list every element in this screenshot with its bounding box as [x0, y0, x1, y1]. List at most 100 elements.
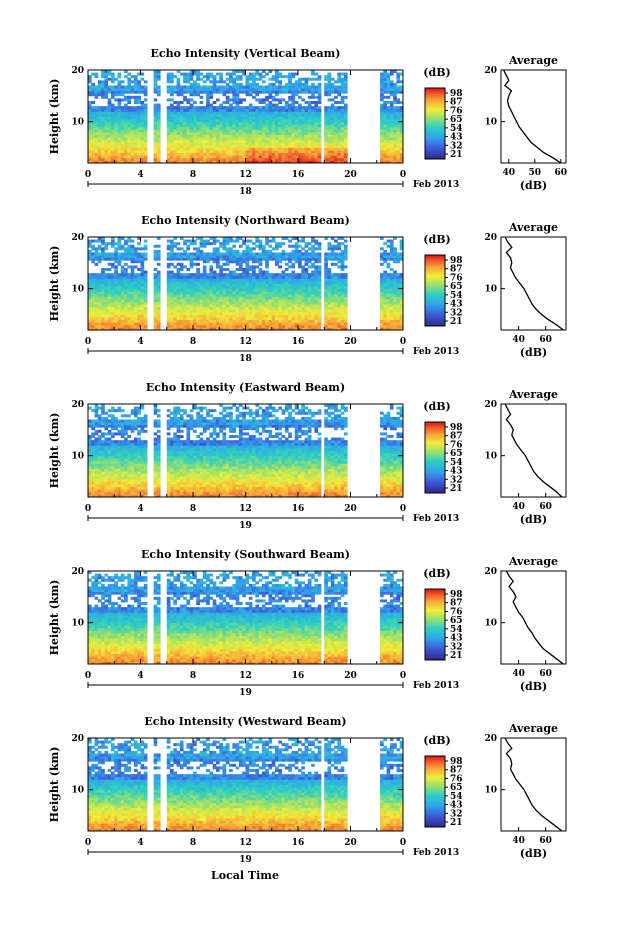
heatmap-cell	[170, 247, 174, 251]
heatmap-cell	[380, 93, 384, 97]
heatmap-cell	[170, 244, 174, 248]
heatmap-cell	[317, 270, 322, 274]
heatmap-cell	[88, 113, 92, 117]
heatmap-cell	[242, 111, 246, 115]
heatmap-cell	[183, 90, 187, 94]
heatmap-cell	[170, 286, 174, 290]
heatmap-cell	[255, 85, 260, 89]
heatmap-cell	[219, 324, 223, 328]
heatmap-cell	[324, 291, 328, 295]
heatmap-cell	[301, 111, 305, 115]
heatmap-cell	[206, 288, 210, 292]
heatmap-cell	[235, 273, 240, 277]
heatmap-cell	[101, 129, 105, 133]
heatmap-cell	[298, 77, 302, 81]
heatmap-cell	[176, 77, 181, 81]
heatmap-cell	[294, 88, 299, 92]
heatmap-cell	[317, 324, 322, 328]
heatmap-cell	[248, 82, 253, 86]
heatmap-cell	[268, 142, 273, 146]
heatmap-cell	[101, 132, 105, 135]
heatmap-cell	[104, 132, 109, 135]
heatmap-cell	[110, 126, 115, 130]
heatmap-cell	[127, 324, 132, 328]
heatmap-cell	[206, 85, 210, 89]
heatmap-cell	[222, 93, 227, 97]
heatmap-cell	[343, 280, 348, 284]
heatmap-cell	[330, 309, 335, 313]
heatmap-cell	[199, 111, 204, 115]
heatmap-cell	[215, 317, 220, 321]
heatmap-cell	[212, 116, 217, 120]
heatmap-cell	[189, 301, 194, 305]
heatmap-cell	[281, 273, 286, 277]
heatmap-cell	[311, 139, 315, 143]
heatmap-cell	[137, 255, 141, 259]
heatmap-cell	[94, 278, 99, 282]
heatmap-cell	[252, 155, 256, 159]
heatmap-cell	[248, 137, 253, 141]
heatmap-cell	[337, 311, 342, 315]
heatmap-cell	[311, 280, 315, 284]
heatmap-cell	[294, 260, 299, 264]
heatmap-cell	[248, 249, 253, 253]
heatmap-cell	[235, 124, 240, 128]
heatmap-cell	[340, 311, 345, 315]
heatmap-cell	[396, 280, 401, 284]
heatmap-cell	[235, 327, 240, 331]
heatmap-cell	[120, 309, 125, 313]
heatmap-cell	[298, 291, 302, 295]
heatmap-cell	[186, 101, 191, 104]
heatmap-cell	[130, 301, 135, 305]
heatmap-cell	[193, 72, 197, 76]
x-tick-label: 20	[344, 170, 357, 180]
heatmap-cell	[383, 82, 387, 86]
heatmap-cell	[196, 90, 200, 94]
heatmap-cell	[209, 103, 214, 107]
heatmap-cell	[206, 324, 210, 328]
heatmap-cell	[271, 275, 276, 279]
heatmap-cell	[199, 106, 204, 110]
heatmap-cell	[271, 77, 276, 81]
heatmap-cell	[252, 324, 256, 328]
heatmap-cell	[209, 319, 214, 323]
heatmap-cell	[386, 72, 391, 76]
heatmap-cell	[393, 152, 397, 156]
heatmap-cell	[307, 322, 312, 326]
heatmap-cell	[317, 242, 322, 246]
heatmap-cell	[383, 257, 387, 261]
heatmap-cell	[94, 108, 99, 112]
heatmap-cell	[133, 280, 138, 284]
heatmap-cell	[235, 95, 240, 99]
heatmap-cell	[104, 111, 109, 115]
heatmap-cell	[133, 257, 138, 261]
heatmap-cell	[153, 152, 158, 156]
heatmap-cell	[330, 88, 335, 92]
heatmap-cell	[193, 134, 197, 138]
heatmap-cell	[242, 90, 246, 94]
heatmap-cell	[209, 293, 214, 297]
heatmap-cell	[380, 142, 384, 146]
heatmap-cell	[153, 322, 158, 326]
heatmap-cell	[261, 121, 266, 125]
heatmap-cell	[225, 314, 230, 318]
heatmap-cell	[386, 155, 391, 159]
heatmap-cell	[337, 88, 342, 92]
heatmap-cell	[261, 327, 266, 331]
heatmap-cell	[104, 273, 109, 277]
heatmap-cell	[327, 311, 332, 315]
heatmap-cell	[324, 286, 328, 290]
heatmap-cell	[304, 311, 309, 315]
heatmap-cell	[324, 88, 328, 92]
heatmap-cell	[258, 293, 263, 297]
heatmap-cell	[399, 90, 404, 94]
heatmap-cell	[222, 273, 227, 277]
heatmap-cell	[179, 129, 184, 133]
heatmap-cell	[334, 291, 338, 295]
heatmap-cell	[120, 90, 125, 94]
heatmap-cell	[386, 113, 391, 117]
heatmap-cell	[225, 317, 230, 321]
heatmap-cell	[88, 252, 92, 256]
heatmap-cell	[334, 278, 338, 282]
heatmap-cell	[137, 306, 141, 310]
